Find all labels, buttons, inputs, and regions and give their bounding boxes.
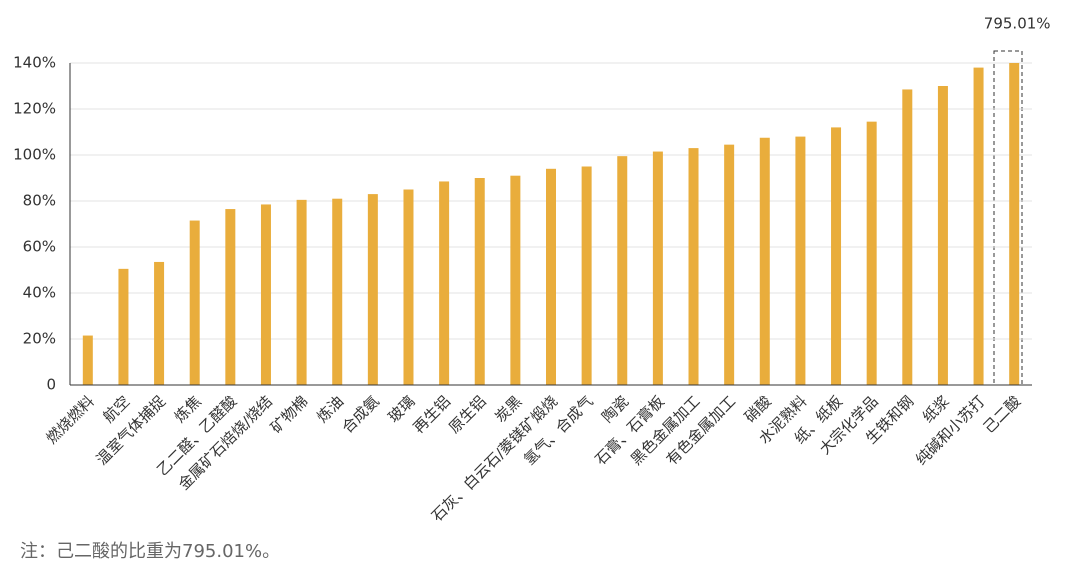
bar [118,268,129,385]
bar [296,199,307,385]
bar [403,189,414,385]
note: 注：己二酸的比重为795.01%。 [20,541,280,562]
x-tick-label: 合成氨 [338,392,383,437]
highlight-box [993,50,1023,386]
bar [759,137,770,385]
bar [154,261,165,385]
y-tick-label: 80% [23,192,56,210]
bar [795,136,806,385]
bar [688,148,699,385]
y-tick-label: 0 [46,376,56,394]
bar [189,220,200,385]
y-tick-label: 100% [13,146,56,164]
bar [937,86,948,385]
bar [439,181,450,385]
bar [82,335,93,385]
bar [510,175,521,385]
x-tick-label: 原生铝 [445,392,490,437]
bar [581,166,592,385]
bar [332,198,343,385]
bar [225,209,236,385]
x-tick-label: 己二酸 [980,392,1025,437]
bar [724,144,735,385]
bar [902,89,913,385]
bar [617,156,628,385]
y-tick-label: 40% [23,284,56,302]
bar [652,151,663,385]
bar [866,121,877,386]
bar [546,168,556,385]
x-tick-label: 燃烧燃料 [43,392,98,447]
x-tick-label: 再生铝 [410,392,455,437]
bar [831,127,842,386]
y-tick-label: 140% [13,54,56,72]
bar [474,178,485,385]
bar [973,67,984,385]
y-tick-label: 120% [13,100,56,118]
bar [1009,63,1020,385]
bar [367,194,378,385]
data-label: 795.01% [984,15,1051,33]
bar [260,204,271,385]
x-tick-label: 矿物棉 [267,392,312,437]
y-tick-label: 20% [23,330,56,348]
y-tick-label: 60% [23,238,56,256]
